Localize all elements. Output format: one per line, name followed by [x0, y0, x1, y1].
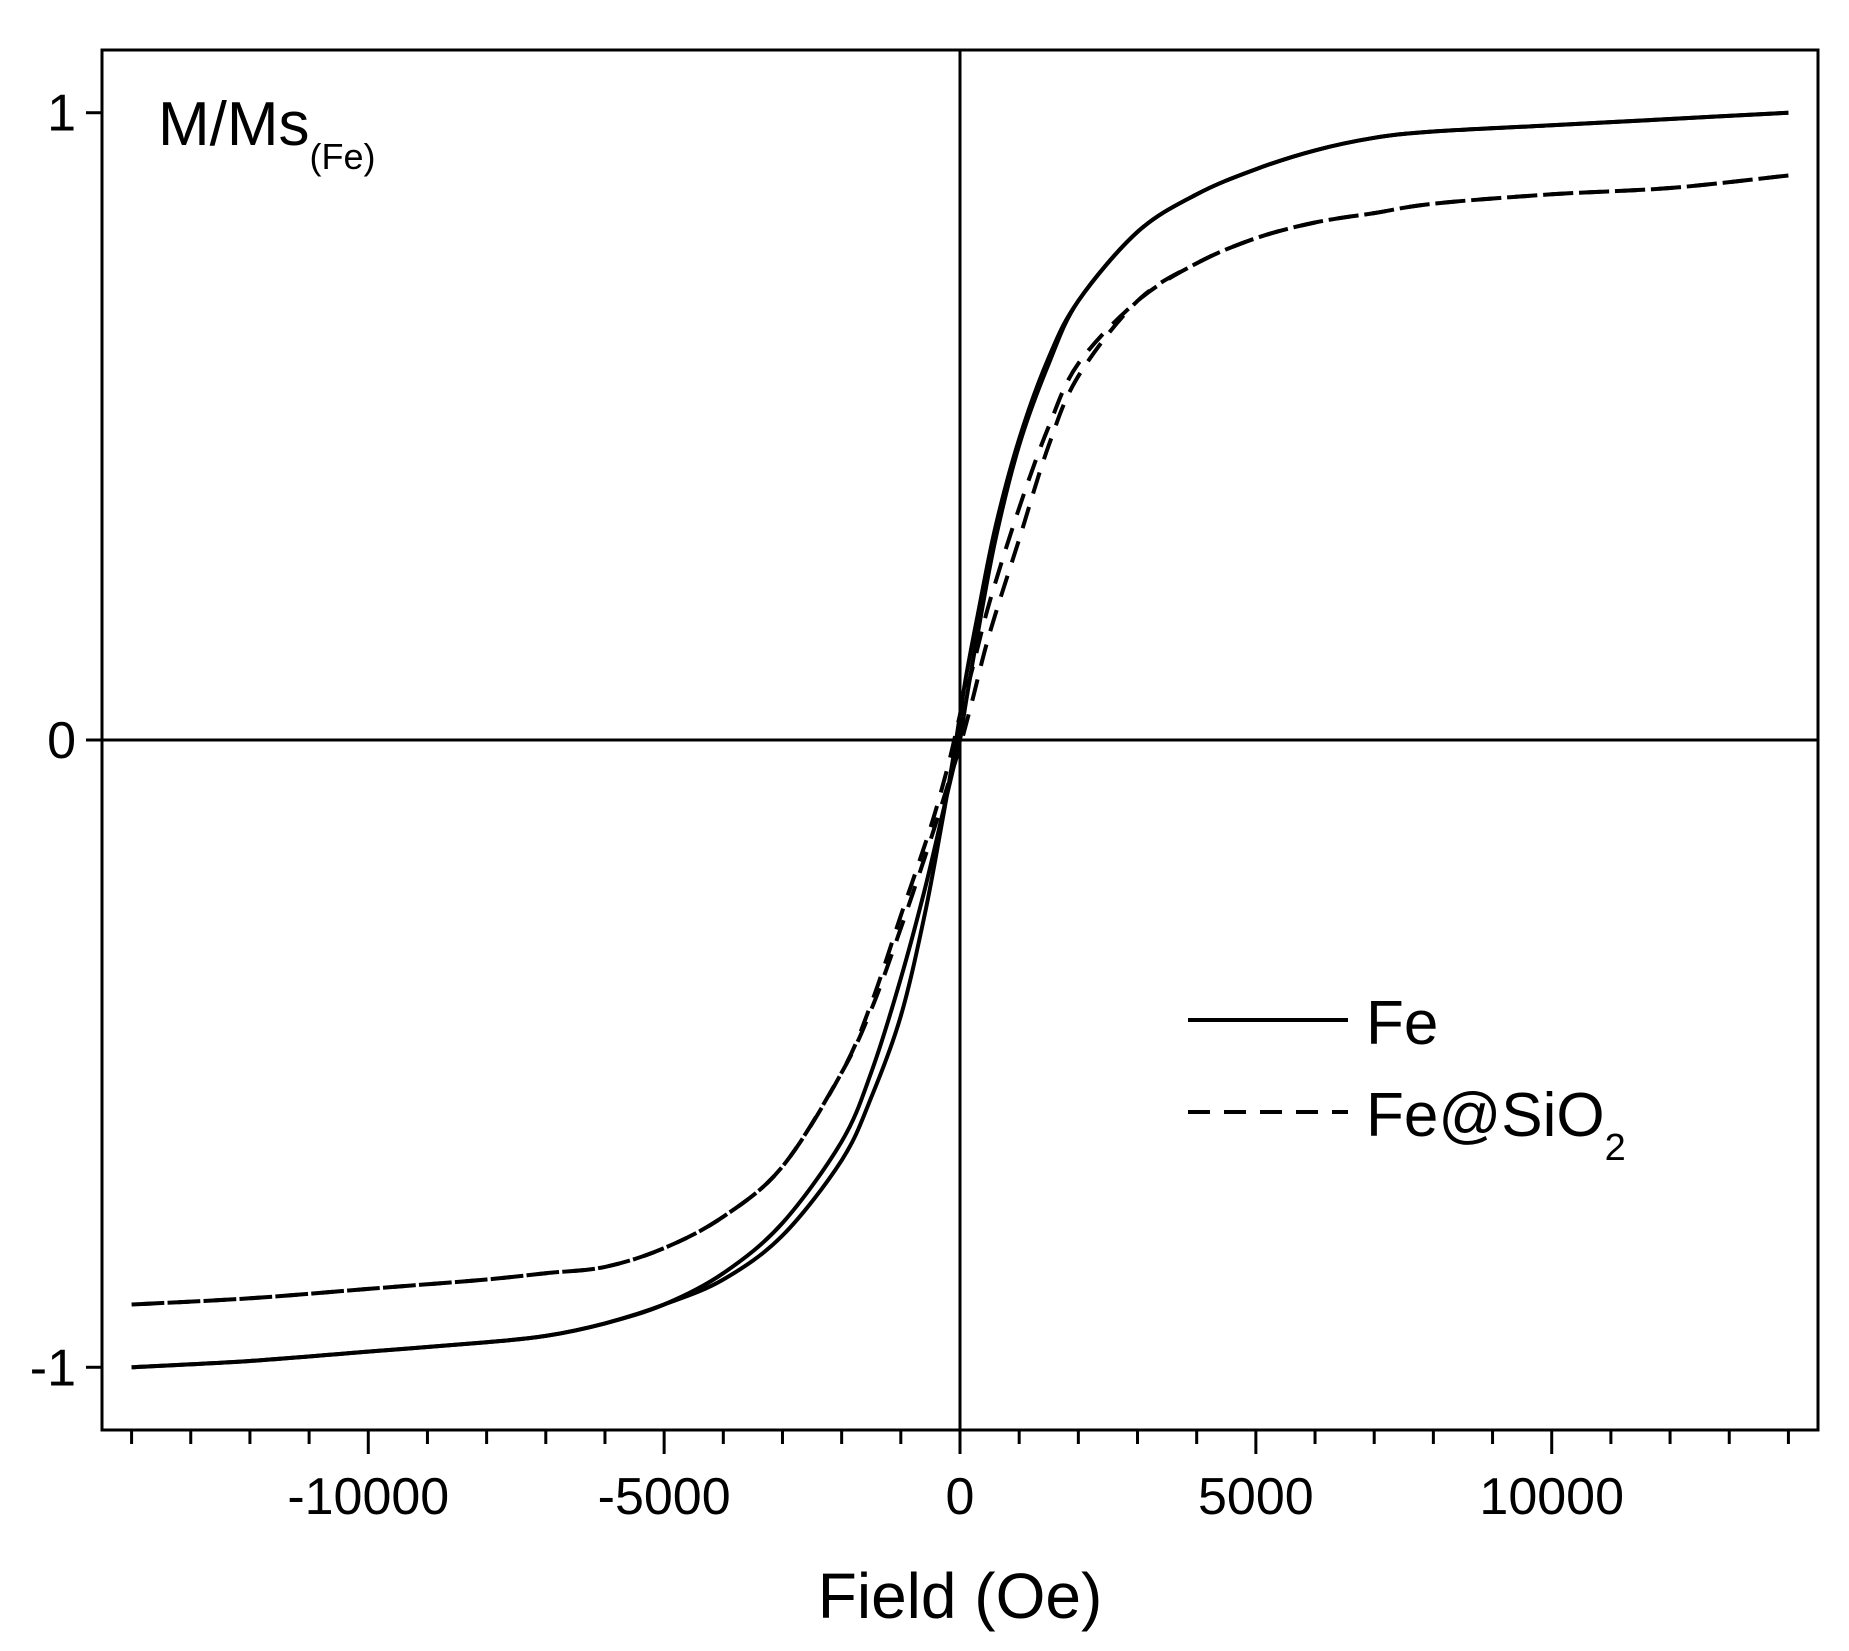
x-tick-label: -10000 — [287, 1468, 449, 1526]
x-tick-label: 0 — [946, 1468, 975, 1526]
x-tick-label: -5000 — [598, 1468, 731, 1526]
x-tick-label: 10000 — [1479, 1468, 1624, 1526]
y-axis-label: M/Ms(Fe) — [158, 90, 376, 177]
legend: Fe Fe@SiO2 — [1188, 989, 1626, 1169]
axis-tick-labels: -10000 -5000 0 5000 10000 -1 0 1 — [30, 85, 1624, 1526]
y-tick-label: -1 — [30, 1339, 76, 1397]
series-fe-sio2-branch-ascending — [131, 173, 1789, 1307]
axis-ticks — [86, 111, 1790, 1454]
y-tick-label: 0 — [47, 712, 76, 770]
legend-label-fe-sio2: Fe@SiO2 — [1366, 1081, 1626, 1169]
x-axis-label: Field (Oe) — [818, 1560, 1103, 1632]
x-tick-label: 5000 — [1198, 1468, 1314, 1526]
data-curves — [131, 110, 1789, 1370]
series-fe-sio2-branch-descending — [131, 173, 1789, 1307]
y-tick-label: 1 — [47, 85, 76, 143]
legend-label-fe: Fe — [1366, 989, 1438, 1058]
